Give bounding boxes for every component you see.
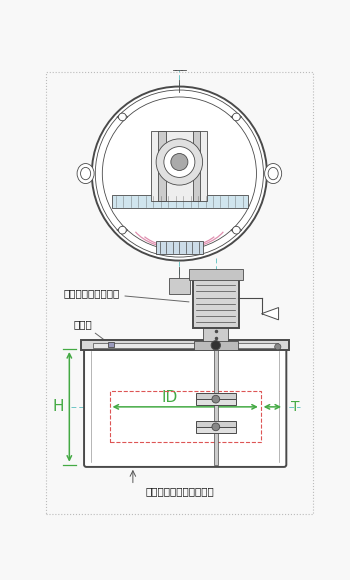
Ellipse shape: [268, 168, 278, 180]
FancyBboxPatch shape: [81, 340, 289, 350]
Ellipse shape: [80, 168, 91, 180]
Text: シリコンラバーヒーター: シリコンラバーヒーター: [145, 487, 214, 496]
FancyBboxPatch shape: [92, 343, 278, 349]
FancyBboxPatch shape: [203, 327, 228, 342]
Circle shape: [119, 226, 126, 234]
Circle shape: [211, 340, 220, 350]
Polygon shape: [117, 113, 128, 121]
FancyBboxPatch shape: [193, 131, 200, 201]
FancyBboxPatch shape: [194, 340, 238, 350]
FancyBboxPatch shape: [173, 59, 186, 70]
Circle shape: [171, 154, 188, 171]
FancyBboxPatch shape: [112, 195, 247, 208]
Circle shape: [212, 423, 220, 431]
FancyBboxPatch shape: [214, 342, 218, 465]
Polygon shape: [261, 307, 279, 320]
Circle shape: [119, 113, 126, 121]
Ellipse shape: [265, 164, 282, 183]
Text: T: T: [291, 400, 300, 414]
FancyBboxPatch shape: [108, 342, 114, 347]
Text: H: H: [53, 400, 64, 414]
FancyBboxPatch shape: [196, 393, 236, 399]
FancyBboxPatch shape: [196, 427, 236, 433]
Ellipse shape: [77, 164, 94, 183]
Bar: [110, 392, 261, 441]
Circle shape: [156, 139, 203, 185]
Circle shape: [232, 226, 240, 234]
FancyBboxPatch shape: [196, 399, 236, 405]
FancyBboxPatch shape: [193, 278, 239, 328]
Circle shape: [232, 113, 240, 121]
Polygon shape: [231, 113, 242, 121]
FancyBboxPatch shape: [156, 241, 203, 253]
FancyBboxPatch shape: [152, 131, 207, 201]
FancyBboxPatch shape: [196, 420, 236, 427]
FancyBboxPatch shape: [159, 131, 166, 201]
Text: 開閉蓋: 開閉蓋: [73, 318, 111, 345]
Text: 電動モーター攀拌機: 電動モーター攀拌機: [63, 288, 189, 302]
Circle shape: [164, 147, 195, 177]
Polygon shape: [231, 226, 242, 234]
Circle shape: [92, 86, 267, 260]
Circle shape: [275, 344, 281, 350]
FancyBboxPatch shape: [189, 269, 243, 280]
FancyBboxPatch shape: [84, 347, 286, 467]
Text: ID: ID: [162, 390, 178, 405]
Circle shape: [212, 396, 220, 403]
Polygon shape: [117, 226, 128, 234]
FancyBboxPatch shape: [169, 278, 190, 293]
